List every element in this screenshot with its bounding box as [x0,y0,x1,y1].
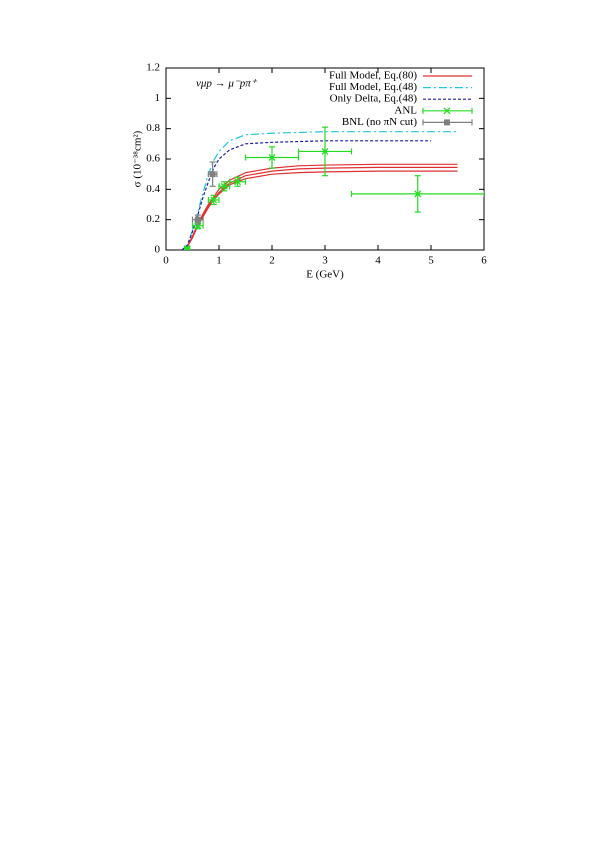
series [181,166,458,250]
x-tick-label: 4 [375,255,381,267]
legend-label: Only Delta, Eq.(48) [330,93,418,105]
legend-swatch [444,119,450,126]
legend-label: Full Model, Eq.(80) [329,70,417,82]
line [181,140,431,250]
annotation: νμp → μ⁻pπ⁺ [196,78,258,90]
marker [210,196,218,204]
marker [220,182,228,190]
x-axis-label: E (GeV) [306,269,344,281]
y-tick-label: 1 [155,92,161,104]
legend-label: Full Model, Eq.(48) [329,81,417,93]
series [191,161,218,225]
x-tick-label: 0 [163,255,169,267]
legend-label: BNL (no πN cut) [342,116,417,128]
marker [209,171,216,178]
y-tick-label: 0.2 [146,213,160,225]
y-tick-label: 1.2 [146,62,160,74]
legend-label: ANL [394,104,417,116]
y-tick-label: 0.8 [146,122,160,134]
line [181,170,458,250]
marker [183,245,191,250]
marker [268,154,276,161]
y-tick-label: 0 [155,244,161,256]
x-tick-label: 3 [322,255,328,267]
legend-swatch [443,107,451,115]
x-tick-label: 2 [269,255,275,267]
x-tick-label: 6 [481,255,487,267]
line [181,166,458,250]
x-tick-label: 1 [216,255,222,267]
marker [234,178,242,186]
series [183,126,484,250]
marker [194,216,201,223]
y-tick-label: 0.4 [146,183,160,195]
series [181,163,458,250]
series [181,140,431,250]
series [181,170,458,250]
marker [414,190,422,198]
line [181,163,458,250]
y-tick-label: 0.6 [146,153,160,165]
y-axis-label: σ (10⁻³⁸cm²) [132,130,144,187]
x-tick-label: 5 [428,255,434,267]
marker [321,147,329,155]
